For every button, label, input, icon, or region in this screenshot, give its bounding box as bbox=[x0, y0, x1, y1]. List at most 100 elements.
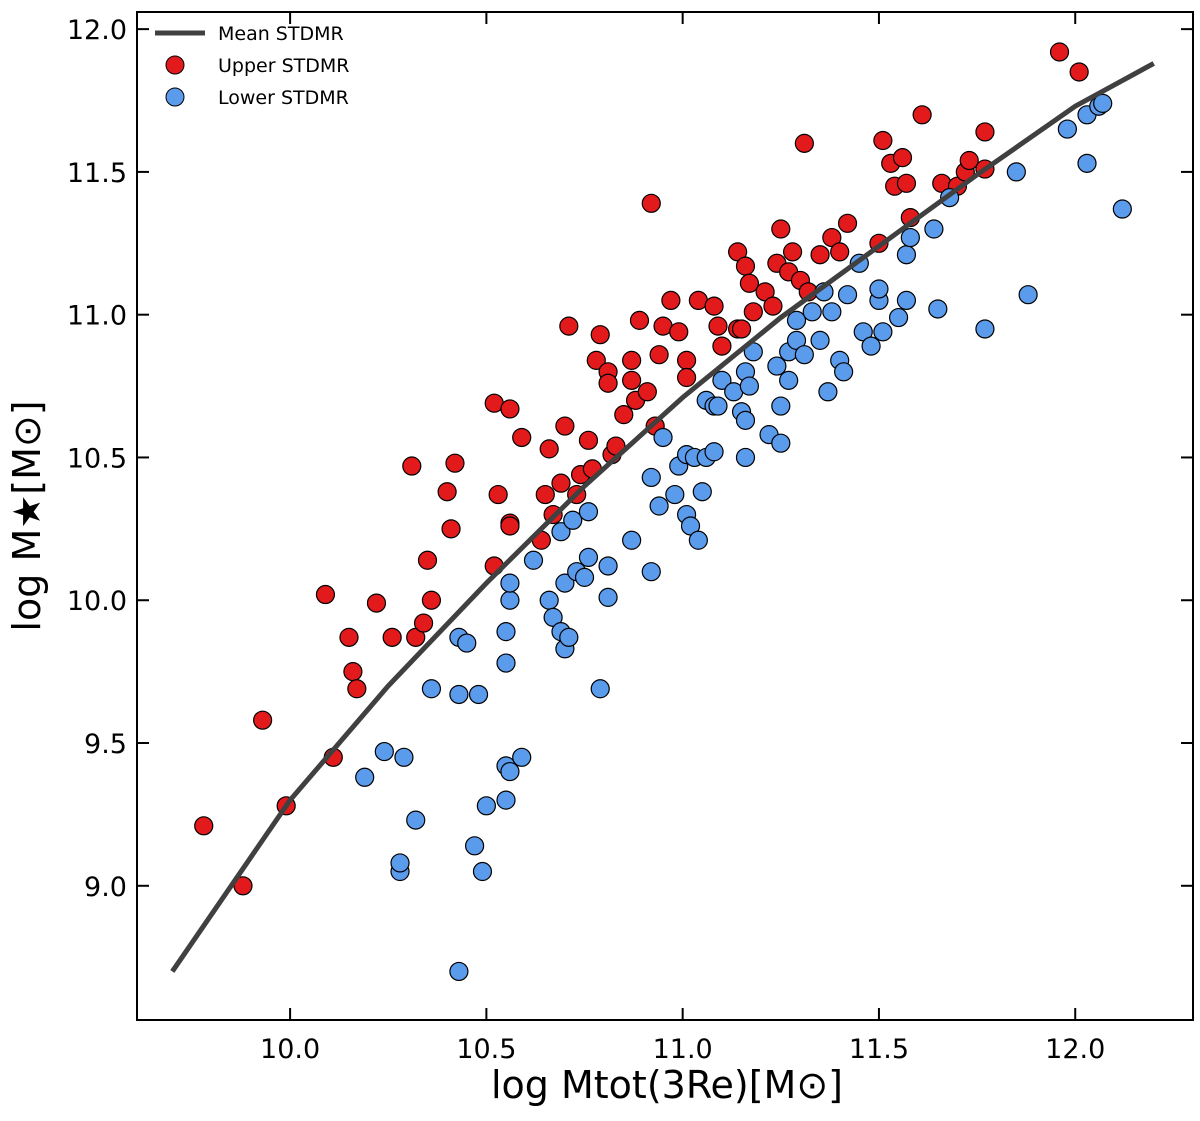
y-tick-label: 10.0 bbox=[67, 586, 127, 617]
point bbox=[888, 307, 909, 328]
point bbox=[449, 684, 469, 705]
point bbox=[374, 741, 394, 762]
point bbox=[763, 296, 783, 316]
point bbox=[578, 547, 599, 568]
point bbox=[1069, 62, 1089, 82]
point bbox=[347, 679, 367, 699]
point bbox=[649, 345, 669, 365]
point bbox=[873, 322, 893, 342]
point bbox=[837, 213, 858, 233]
y-tick-label: 12.0 bbox=[67, 15, 127, 46]
point bbox=[539, 590, 559, 610]
legend-marker bbox=[165, 55, 185, 75]
point bbox=[622, 530, 642, 550]
point bbox=[523, 550, 544, 570]
point bbox=[771, 433, 791, 453]
point bbox=[1018, 285, 1038, 305]
point bbox=[496, 790, 516, 810]
point bbox=[500, 590, 520, 610]
point bbox=[975, 122, 995, 142]
y-axis-label: log M★[M⊙] bbox=[5, 400, 49, 631]
point bbox=[598, 556, 618, 576]
point bbox=[739, 376, 760, 396]
point bbox=[822, 302, 842, 322]
y-tick-label: 9.0 bbox=[84, 872, 127, 903]
point bbox=[688, 530, 708, 550]
point bbox=[406, 810, 426, 830]
x-tick-label: 11.0 bbox=[653, 1034, 713, 1065]
point bbox=[669, 322, 689, 342]
point bbox=[743, 302, 763, 322]
point bbox=[539, 439, 559, 459]
point bbox=[802, 302, 822, 322]
point bbox=[873, 130, 893, 151]
point bbox=[563, 510, 583, 530]
y-tick-label: 10.5 bbox=[67, 443, 127, 474]
point bbox=[779, 370, 799, 390]
point bbox=[472, 861, 493, 882]
point bbox=[622, 350, 642, 370]
x-tick-label: 12.0 bbox=[1045, 1034, 1105, 1065]
x-axis-label: log Mtot(3Re)[M⊙] bbox=[491, 1063, 843, 1107]
point bbox=[704, 296, 724, 316]
point bbox=[500, 761, 520, 782]
point bbox=[830, 242, 850, 262]
point bbox=[735, 256, 756, 276]
point bbox=[892, 148, 913, 168]
point bbox=[869, 279, 889, 299]
point bbox=[500, 573, 520, 593]
point bbox=[559, 627, 579, 647]
point bbox=[676, 367, 697, 388]
point bbox=[1077, 153, 1097, 173]
point bbox=[449, 961, 469, 982]
point bbox=[712, 370, 732, 390]
point bbox=[708, 396, 728, 416]
point bbox=[731, 319, 752, 339]
point bbox=[900, 227, 920, 248]
point bbox=[315, 584, 336, 605]
point bbox=[390, 853, 410, 873]
point bbox=[661, 290, 681, 311]
point bbox=[1049, 42, 1070, 62]
point bbox=[649, 496, 669, 516]
point bbox=[739, 273, 760, 293]
plot-frame bbox=[136, 11, 1194, 1021]
point bbox=[771, 219, 791, 239]
point bbox=[614, 405, 634, 425]
point bbox=[590, 325, 610, 345]
point bbox=[578, 430, 599, 450]
point bbox=[366, 593, 387, 613]
point bbox=[586, 350, 606, 370]
point bbox=[598, 587, 618, 607]
point bbox=[253, 710, 273, 730]
point bbox=[794, 133, 814, 153]
point bbox=[1112, 199, 1132, 219]
point bbox=[629, 310, 650, 330]
legend-label: Upper STDMR bbox=[218, 55, 349, 77]
point bbox=[512, 747, 532, 767]
point bbox=[975, 319, 995, 339]
legend-label: Lower STDMR bbox=[218, 87, 349, 109]
mean-line bbox=[170, 61, 1155, 973]
point bbox=[598, 373, 618, 393]
point bbox=[421, 679, 442, 699]
point bbox=[1006, 162, 1026, 182]
point bbox=[735, 410, 756, 430]
point bbox=[767, 356, 787, 376]
point bbox=[810, 330, 830, 350]
point bbox=[555, 416, 575, 436]
point bbox=[574, 567, 595, 587]
point bbox=[343, 662, 363, 682]
point bbox=[488, 484, 508, 505]
x-tick-label: 10.5 bbox=[456, 1034, 516, 1065]
x-tick-label: 10.0 bbox=[260, 1034, 320, 1065]
point bbox=[559, 316, 579, 336]
y-tick-label: 9.5 bbox=[84, 729, 127, 760]
point bbox=[641, 193, 661, 213]
point bbox=[692, 482, 712, 502]
point bbox=[535, 484, 555, 505]
point bbox=[417, 550, 438, 570]
point bbox=[1093, 93, 1113, 113]
point bbox=[861, 336, 881, 356]
